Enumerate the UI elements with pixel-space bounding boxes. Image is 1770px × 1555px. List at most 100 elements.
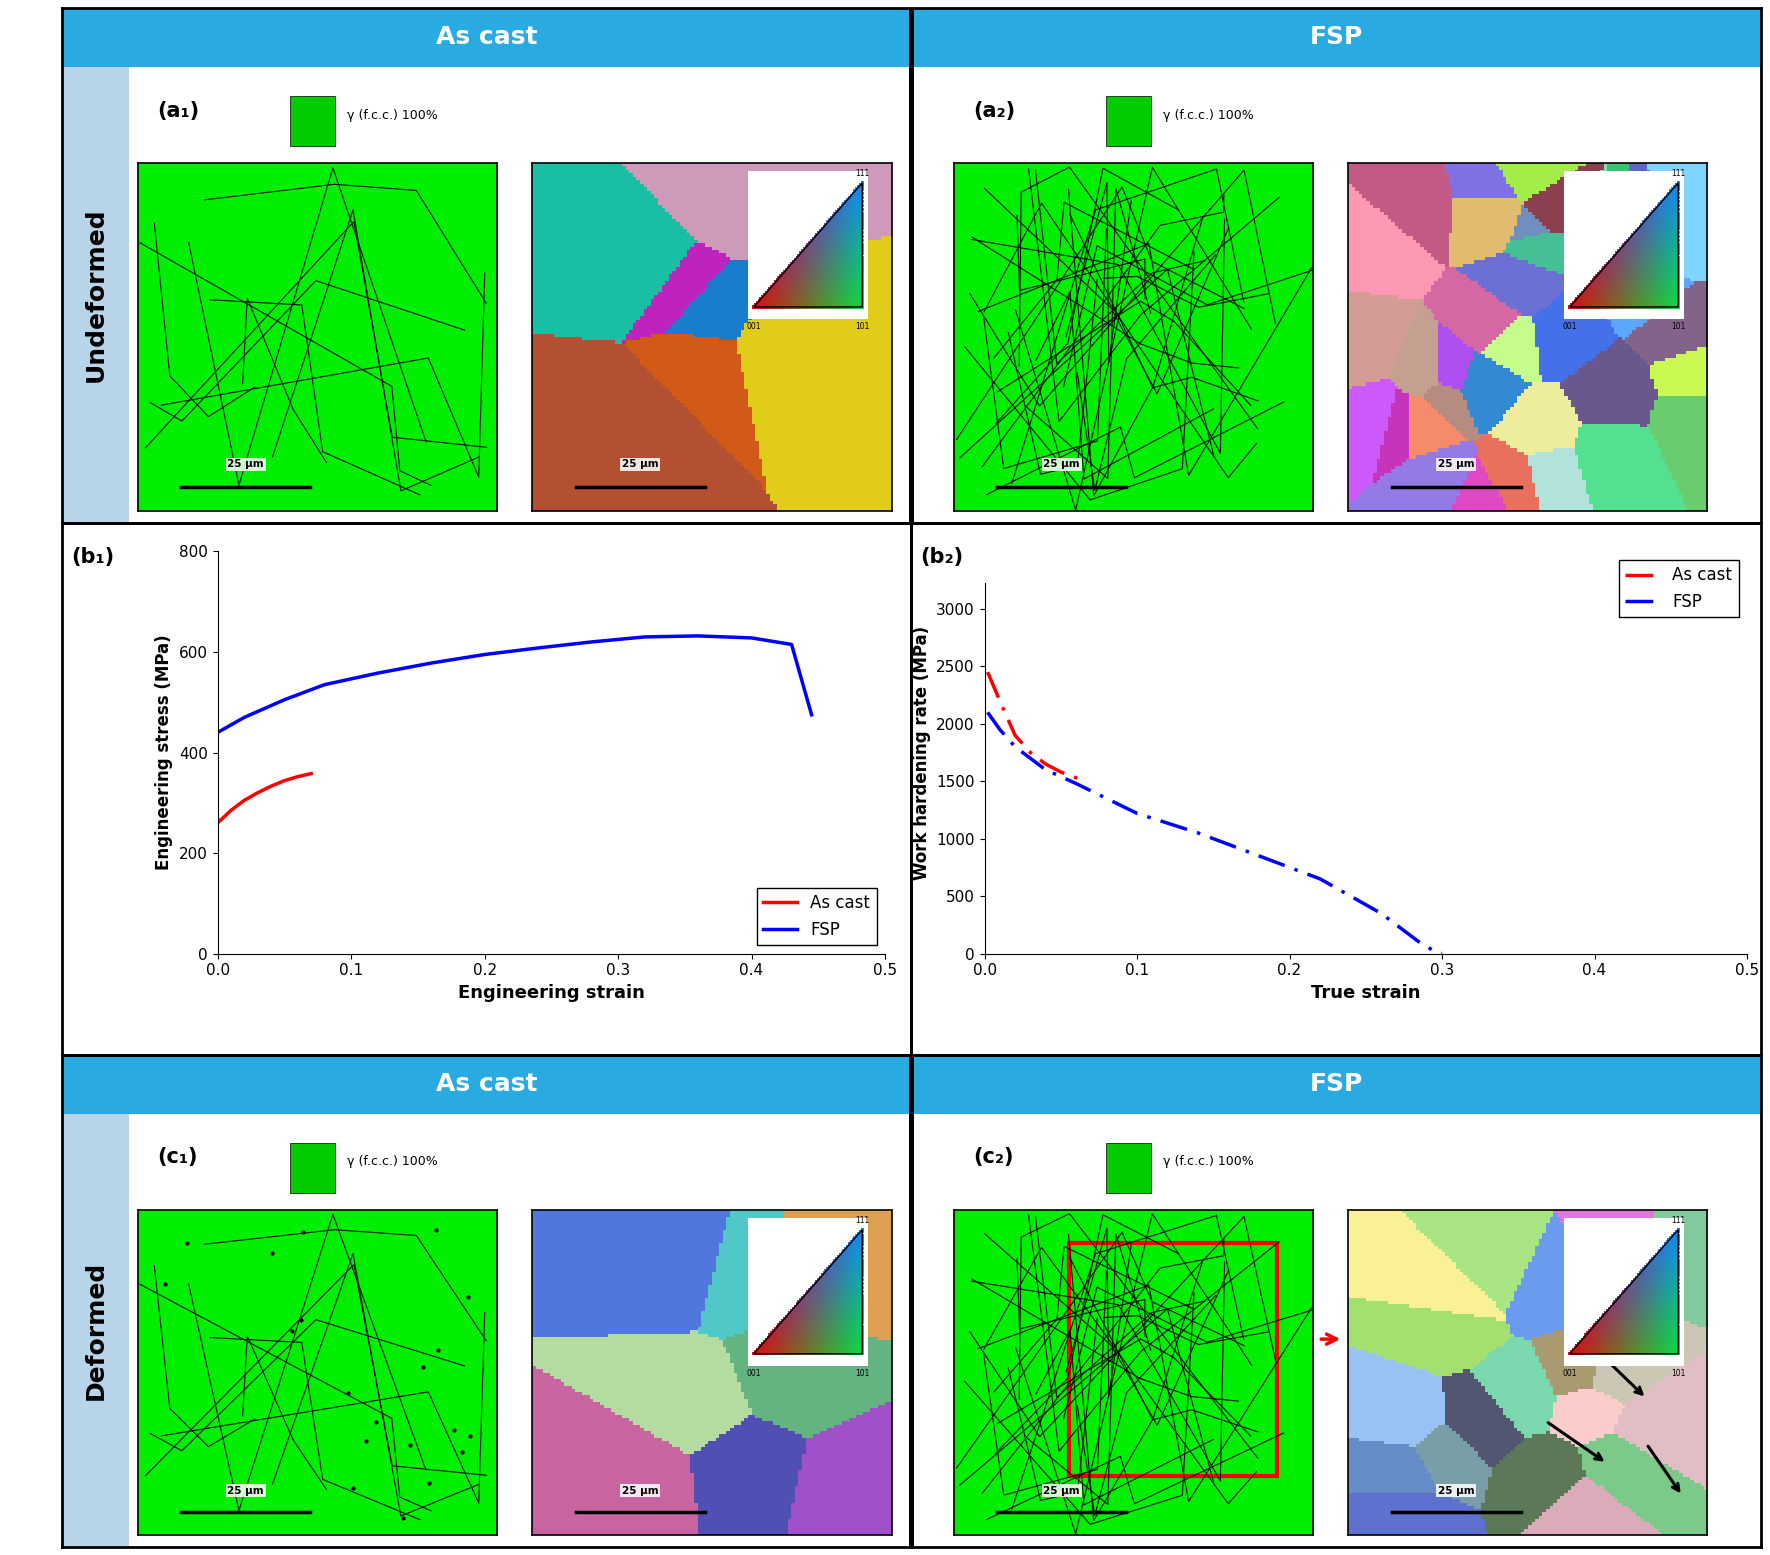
Point — [1648, 292, 1676, 317]
Point — [835, 1269, 864, 1294]
Point — [839, 1342, 867, 1367]
Point — [848, 1219, 876, 1244]
Point — [777, 274, 805, 299]
Point — [752, 285, 781, 309]
Point — [1581, 1330, 1609, 1354]
Point — [1630, 247, 1658, 272]
Point — [1593, 1312, 1621, 1337]
Point — [837, 1267, 866, 1292]
Point — [781, 1300, 809, 1325]
Point — [818, 1292, 846, 1317]
Point — [1658, 1256, 1687, 1281]
Point — [1621, 1314, 1650, 1339]
Point — [828, 232, 857, 257]
Point — [795, 288, 823, 313]
Point — [1650, 1312, 1678, 1337]
Point — [834, 204, 862, 229]
Point — [805, 1288, 834, 1312]
Point — [1650, 257, 1678, 281]
Point — [1657, 257, 1685, 281]
Point — [823, 1283, 851, 1308]
Point — [798, 232, 827, 257]
Point — [825, 255, 853, 280]
Point — [802, 250, 830, 275]
Point — [1658, 1320, 1687, 1345]
Point — [1660, 190, 1689, 215]
Point — [841, 196, 869, 221]
Point — [818, 1337, 846, 1362]
Point — [1657, 288, 1685, 313]
Point — [1625, 1295, 1653, 1320]
Point — [1655, 1236, 1683, 1261]
Point — [754, 1336, 782, 1361]
Point — [1634, 1342, 1662, 1367]
Point — [818, 291, 846, 316]
Point — [1651, 1312, 1680, 1337]
Point — [841, 1269, 869, 1294]
Point — [779, 1300, 807, 1325]
Point — [1643, 204, 1671, 229]
Point — [1637, 1280, 1666, 1305]
Point — [848, 1320, 876, 1345]
Point — [777, 260, 805, 285]
Point — [830, 1280, 858, 1305]
Point — [1589, 1336, 1618, 1361]
Point — [1664, 1339, 1692, 1364]
Point — [812, 266, 841, 291]
Point — [820, 1337, 848, 1362]
Point — [1620, 1277, 1648, 1302]
Point — [844, 1306, 873, 1331]
Point — [1653, 1298, 1682, 1323]
Point — [1655, 199, 1683, 224]
Point — [1650, 274, 1678, 299]
Point — [820, 1319, 848, 1344]
Point — [844, 1221, 873, 1246]
Point — [843, 291, 871, 316]
Point — [1625, 257, 1653, 281]
Point — [745, 1339, 773, 1364]
Point — [1643, 1342, 1671, 1367]
Point — [839, 1233, 867, 1258]
Point — [818, 292, 846, 317]
Point — [1630, 222, 1658, 247]
Point — [1575, 1337, 1604, 1362]
Point — [837, 1275, 866, 1300]
Point — [784, 1300, 812, 1325]
Point — [800, 1302, 828, 1326]
Point — [1655, 1283, 1683, 1308]
Point — [788, 1330, 816, 1354]
Point — [1602, 1300, 1630, 1325]
Point — [814, 1267, 843, 1292]
Point — [1623, 288, 1651, 313]
Point — [1657, 1326, 1685, 1351]
Point — [1593, 291, 1621, 316]
Point — [1618, 1314, 1646, 1339]
Point — [1570, 278, 1598, 303]
Point — [814, 222, 843, 247]
Point — [818, 263, 846, 288]
Point — [846, 1295, 874, 1320]
Point — [841, 288, 869, 313]
Point — [1657, 1283, 1685, 1308]
Point — [791, 243, 820, 267]
Point — [825, 1246, 853, 1270]
Point — [770, 1339, 798, 1364]
Point — [798, 241, 827, 266]
Point — [1646, 1306, 1674, 1331]
Point — [848, 260, 876, 285]
Point — [1623, 1320, 1651, 1345]
Point — [1574, 1320, 1602, 1345]
Point — [1646, 1336, 1674, 1361]
Point — [1634, 1263, 1662, 1288]
Point — [835, 1339, 864, 1364]
Point — [1600, 1326, 1628, 1351]
Point — [837, 216, 866, 241]
Point — [825, 232, 853, 257]
Point — [1612, 241, 1641, 266]
Point — [821, 1269, 850, 1294]
Point — [832, 1295, 860, 1320]
Point — [1646, 236, 1674, 261]
Point — [1658, 199, 1687, 224]
Point — [1637, 1274, 1666, 1298]
Point — [1609, 1312, 1637, 1337]
